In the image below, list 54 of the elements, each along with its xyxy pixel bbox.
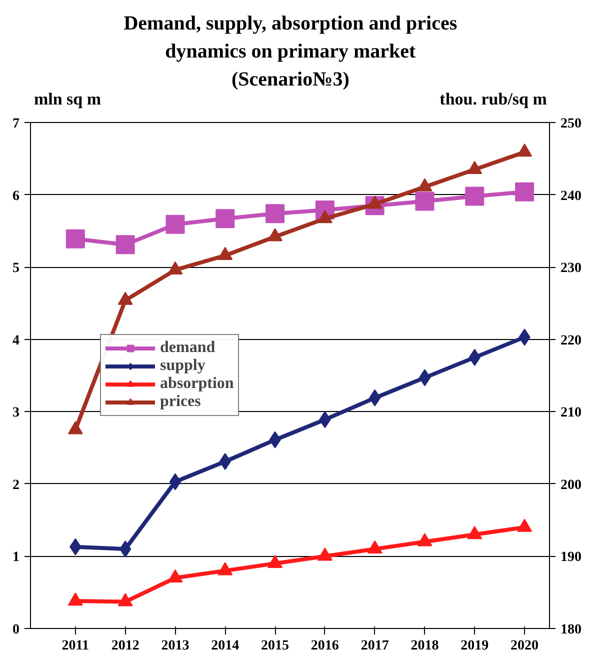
x-tick-label: 2017 xyxy=(360,638,389,654)
legend-label: prices xyxy=(160,393,201,411)
legend-label: demand xyxy=(160,339,216,357)
y2-tick-label: 240 xyxy=(560,188,582,204)
y2-tick-label: 230 xyxy=(560,261,582,276)
point xyxy=(418,369,431,386)
point xyxy=(517,518,532,532)
legend-label: absorption xyxy=(160,375,234,393)
point xyxy=(68,592,83,606)
point xyxy=(268,554,283,568)
x-tick-label: 2019 xyxy=(460,638,489,654)
y-tick-label: 7 xyxy=(12,116,20,132)
y2-tick-label: 210 xyxy=(560,406,582,421)
y2-tick-label: 250 xyxy=(560,116,582,132)
x-tick-label: 2018 xyxy=(410,638,439,654)
x-tick-label: 2016 xyxy=(310,638,339,654)
y2-tick-label: 180 xyxy=(560,622,582,638)
point xyxy=(218,562,233,576)
point xyxy=(119,540,132,558)
chart-title: Demand, supply, absorption and prices dynamics on primary market (Scenario№3) xyxy=(124,12,458,90)
point xyxy=(417,533,432,546)
point xyxy=(515,182,534,202)
point xyxy=(168,569,183,582)
point xyxy=(166,214,185,234)
y2-axis-title: thou. rub/sq m xyxy=(440,90,547,108)
x-tick-label: 2013 xyxy=(161,638,190,654)
point xyxy=(66,229,85,248)
y2-tick-label: 200 xyxy=(560,478,582,493)
y2-tick-label: 220 xyxy=(560,333,582,348)
x-tick-label: 2011 xyxy=(62,638,90,654)
x-tick-label: 2015 xyxy=(261,638,290,654)
x-tick-label: 2012 xyxy=(111,638,140,654)
y-tick-label: 2 xyxy=(12,478,20,493)
y-tick-label: 3 xyxy=(12,406,20,421)
point xyxy=(467,526,482,540)
y-axis-title: mln sq m xyxy=(34,90,102,108)
point xyxy=(266,204,285,224)
y2-tick-label: 190 xyxy=(560,550,582,566)
point xyxy=(465,186,484,206)
y-tick-label: 0 xyxy=(12,622,20,638)
x-tick-label: 2014 xyxy=(211,638,240,654)
legend-label: supply xyxy=(160,357,206,375)
y-tick-label: 4 xyxy=(12,333,20,348)
y-tick-label: 6 xyxy=(12,188,20,204)
point xyxy=(169,473,182,490)
point xyxy=(116,235,135,254)
x-tick-label: 2020 xyxy=(510,638,539,654)
point xyxy=(415,192,434,211)
point xyxy=(118,593,133,606)
point xyxy=(216,209,235,228)
point xyxy=(317,548,332,561)
y-tick-label: 1 xyxy=(12,550,20,566)
y-tick-label: 5 xyxy=(12,261,20,276)
point xyxy=(367,540,382,554)
